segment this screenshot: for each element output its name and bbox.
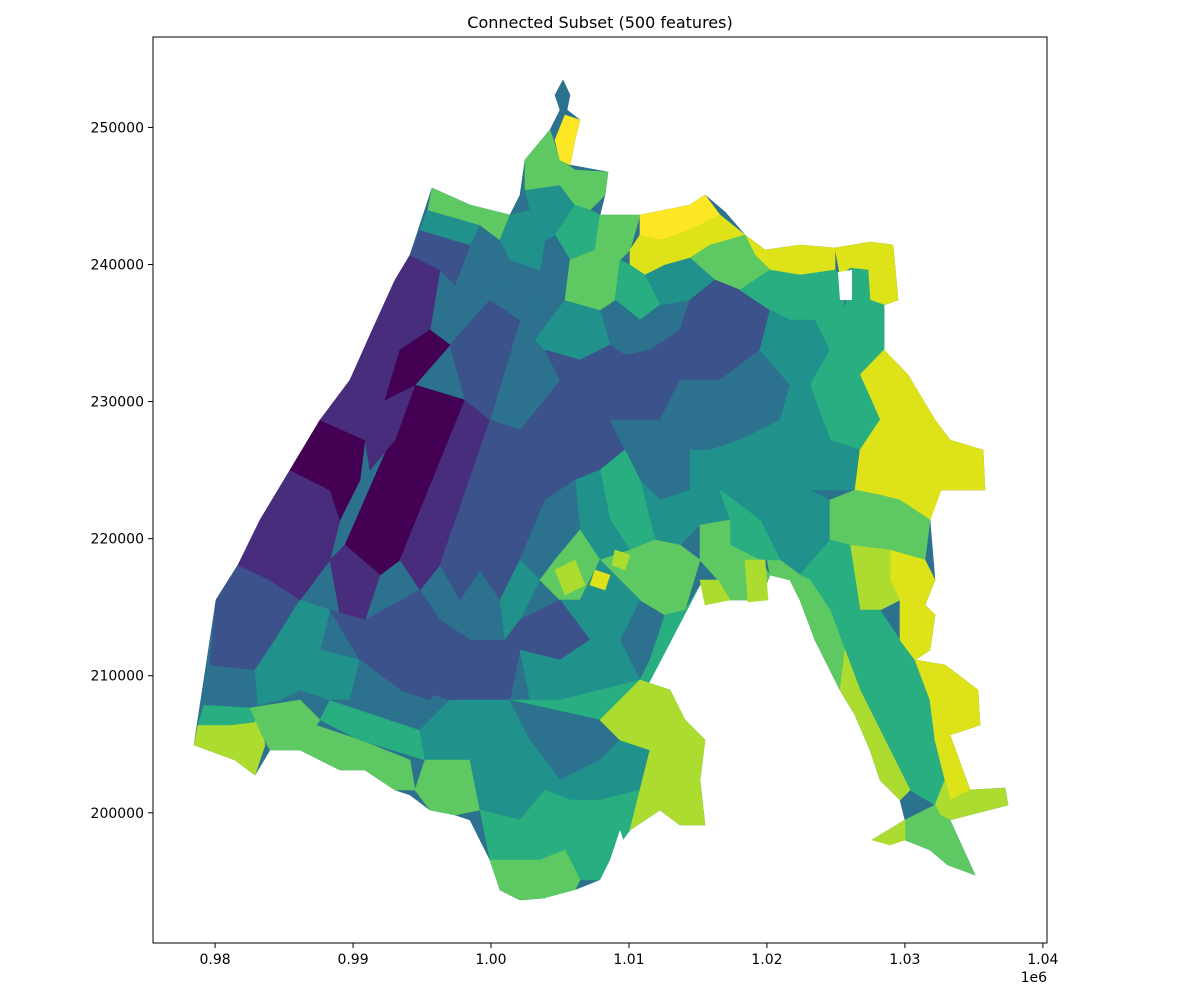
y-tick-label: 210000 — [91, 669, 144, 685]
y-tick-label: 220000 — [91, 532, 144, 548]
map-feature — [499, 559, 541, 641]
map-feature — [904, 804, 976, 876]
map-feature — [299, 719, 416, 791]
map-feature — [364, 384, 416, 471]
map-feature — [449, 299, 521, 421]
map-feature — [699, 579, 731, 606]
x-tick-label: 1.03 — [889, 952, 920, 968]
map-gap — [838, 270, 852, 300]
map-feature — [594, 214, 641, 261]
x-tick-label: 1.04 — [1027, 952, 1058, 968]
map-features — [193, 79, 1009, 905]
map-feature — [419, 639, 521, 701]
x-tick-label: 0.99 — [337, 952, 368, 968]
map-gap — [545, 830, 630, 905]
y-tick-label: 230000 — [91, 395, 144, 411]
x-axis-offset-label: 1e6 — [1021, 970, 1048, 986]
x-tick-label: 1.02 — [751, 952, 782, 968]
map-feature — [899, 599, 936, 661]
map-feature — [197, 704, 256, 726]
map-feature — [871, 819, 906, 846]
map-feature — [744, 559, 769, 603]
x-tick-label: 1.01 — [613, 952, 644, 968]
map-feature — [409, 229, 471, 286]
map-feature — [329, 659, 421, 731]
map-feature — [939, 439, 986, 491]
x-tick-label: 0.98 — [199, 952, 230, 968]
map-feature — [489, 849, 581, 901]
map-feature — [629, 779, 706, 831]
map-feature — [203, 664, 259, 706]
x-tick-label: 1.00 — [475, 952, 506, 968]
map-feature — [384, 329, 451, 401]
x-axis: 0.98 0.99 1.00 1.01 1.02 1.03 1.04 — [199, 943, 1059, 968]
chart-title: Connected Subset (500 features) — [467, 13, 732, 32]
y-tick-label: 250000 — [91, 120, 144, 136]
map-feature — [564, 249, 621, 311]
map-feature — [589, 569, 611, 591]
map-feature — [914, 659, 981, 741]
y-tick-label: 200000 — [91, 806, 144, 822]
map-feature — [611, 549, 631, 571]
map-feature — [554, 559, 586, 596]
y-axis: 200000 210000 220000 230000 240000 250000 — [91, 120, 153, 822]
map-feature — [839, 649, 911, 801]
axes-frame — [152, 36, 1048, 944]
y-tick-label: 240000 — [91, 258, 144, 274]
map-feature — [329, 544, 381, 621]
map-feature — [554, 114, 581, 166]
